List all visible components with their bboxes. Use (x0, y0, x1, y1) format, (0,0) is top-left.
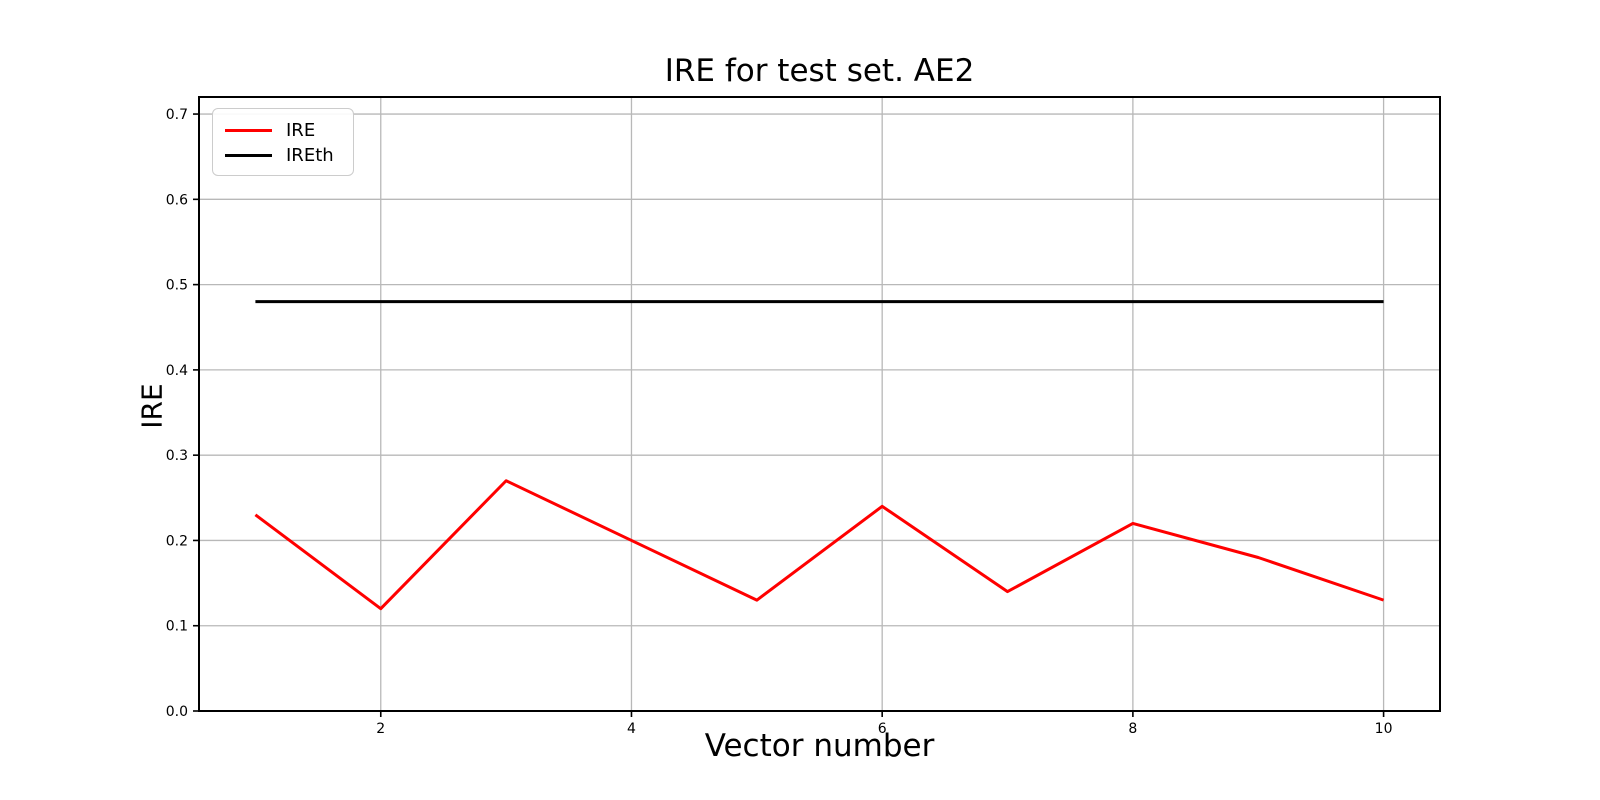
x-tick-label: 4 (627, 721, 636, 737)
chart-title: IRE for test set. AE2 (664, 53, 975, 89)
legend-line-sample-ire (225, 129, 272, 132)
y-tick-label: 0.0 (166, 704, 188, 720)
axes-spines (198, 96, 1441, 712)
y-tick-label: 0.2 (166, 533, 188, 549)
x-tick-label: 10 (1375, 721, 1393, 737)
legend-line-sample-ireth (225, 154, 272, 157)
x-tick-label: 6 (878, 721, 887, 737)
y-tick-label: 0.1 (166, 619, 188, 635)
legend-label-ireth: IREth (286, 145, 334, 166)
y-tick-label: 0.4 (166, 363, 188, 379)
series-line-ire (254, 479, 1385, 611)
legend-label-ire: IRE (286, 120, 316, 141)
x-tick-label: 2 (376, 721, 385, 737)
legend-item-ire: IRE (225, 118, 341, 143)
x-axis-label: Vector number (704, 728, 935, 764)
y-tick-label: 0.5 (166, 278, 188, 294)
x-tick-label: 8 (1128, 721, 1137, 737)
y-tick-label: 0.7 (166, 107, 188, 123)
y-tick-label: 0.3 (166, 448, 188, 464)
legend-item-ireth: IREth (225, 143, 341, 168)
y-tick-label: 0.6 (166, 192, 188, 208)
legend: IRE IREth (212, 108, 354, 176)
